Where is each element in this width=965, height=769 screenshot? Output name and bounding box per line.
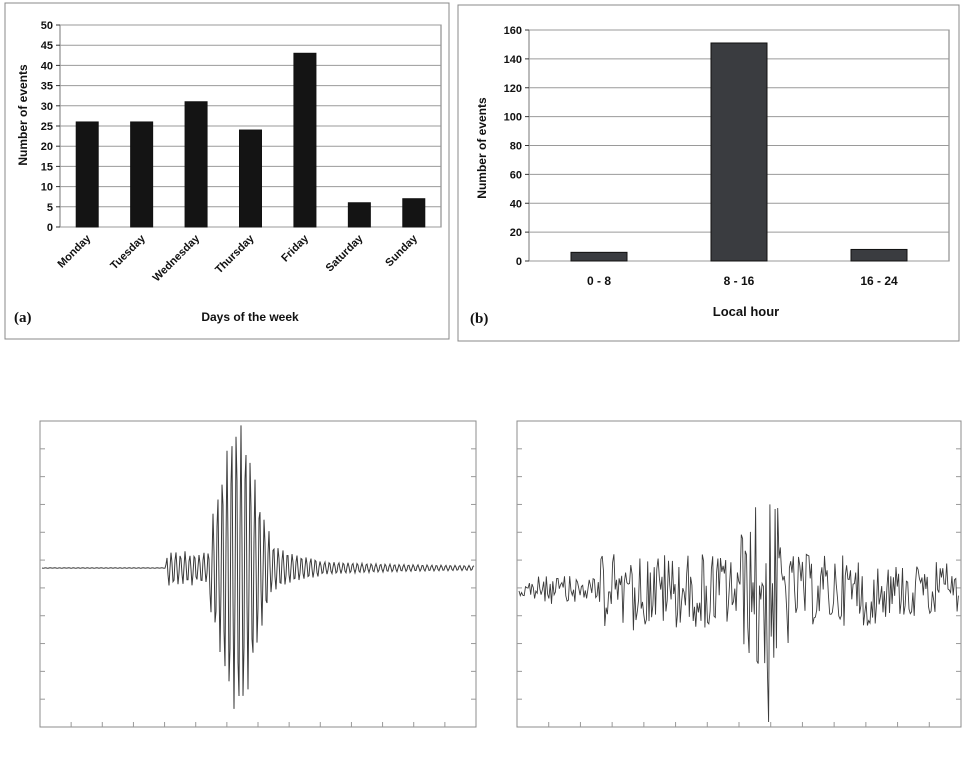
y-tick-label: 100: [504, 112, 522, 124]
chart-b-bars: [570, 42, 908, 262]
bar-tuesday: [130, 121, 154, 228]
x-tick-label: 0 - 8: [587, 274, 611, 288]
chart-b-y-axis-title: Number of events: [475, 97, 489, 199]
y-tick-label: 80: [510, 141, 522, 153]
y-tick-label: 45: [41, 40, 53, 52]
chart-b-border: [457, 4, 960, 342]
waveform-1-panel: [39, 420, 477, 728]
bar-16-24: [850, 248, 908, 262]
chart-a-panel-label: (a): [14, 310, 32, 326]
chart-a-x-axis-title: Days of the week: [201, 310, 299, 324]
bar-thursday: [239, 129, 262, 228]
chart-a-y-ticks: 0 5 10 15 20 25 30 35 40 45 50: [41, 20, 60, 234]
y-tick-label: 120: [504, 83, 522, 95]
x-tick-label: 16 - 24: [860, 274, 898, 288]
y-tick-label: 40: [510, 198, 522, 210]
chart-b-panel: 0 20 40 60 80 100 120 140 160 0 - 8 8 - 16 16 - 24…: [457, 4, 960, 342]
y-tick-label: 20: [41, 141, 53, 153]
waveform-2-trace: [518, 504, 959, 723]
bar-wednesday: [184, 101, 208, 228]
chart-a-y-axis-title: Number of events: [16, 64, 30, 166]
bar-0-8: [570, 251, 628, 262]
y-tick-label: 5: [47, 202, 53, 214]
y-tick-label: 25: [41, 121, 53, 133]
bar-8-16: [710, 42, 768, 262]
chart-b-y-ticks: 0 20 40 60 80 100 120 140 160: [504, 25, 529, 268]
waveform-2-frame: [516, 420, 962, 728]
y-tick-label: 10: [41, 182, 53, 194]
y-tick-label: 40: [41, 60, 53, 72]
x-tick-label: 8 - 16: [724, 274, 755, 288]
chart-b-x-ticks: 0 - 8 8 - 16 16 - 24: [587, 274, 898, 288]
waveform-2-panel: [516, 420, 962, 728]
bar-monday: [75, 121, 99, 228]
chart-a-bars: [75, 52, 426, 228]
chart-b-x-axis-title: Local hour: [713, 304, 779, 319]
y-tick-label: 15: [41, 161, 53, 173]
y-tick-label: 30: [41, 101, 53, 113]
y-tick-label: 35: [41, 81, 53, 93]
bar-friday: [293, 52, 317, 228]
bar-saturday: [347, 202, 371, 228]
y-tick-label: 0: [47, 222, 53, 234]
y-tick-label: 50: [41, 20, 53, 32]
waveform-1-ticks: [40, 448, 476, 727]
chart-b-panel-label: (b): [470, 311, 488, 327]
bar-sunday: [402, 198, 426, 228]
y-tick-label: 20: [510, 227, 522, 239]
y-tick-label: 160: [504, 25, 522, 37]
waveform-1-trace: [41, 425, 475, 709]
waveform-2-ticks: [517, 448, 961, 727]
chart-a-border: [4, 2, 450, 340]
y-tick-label: 0: [516, 256, 522, 268]
y-tick-label: 140: [504, 54, 522, 66]
y-tick-label: 60: [510, 169, 522, 181]
